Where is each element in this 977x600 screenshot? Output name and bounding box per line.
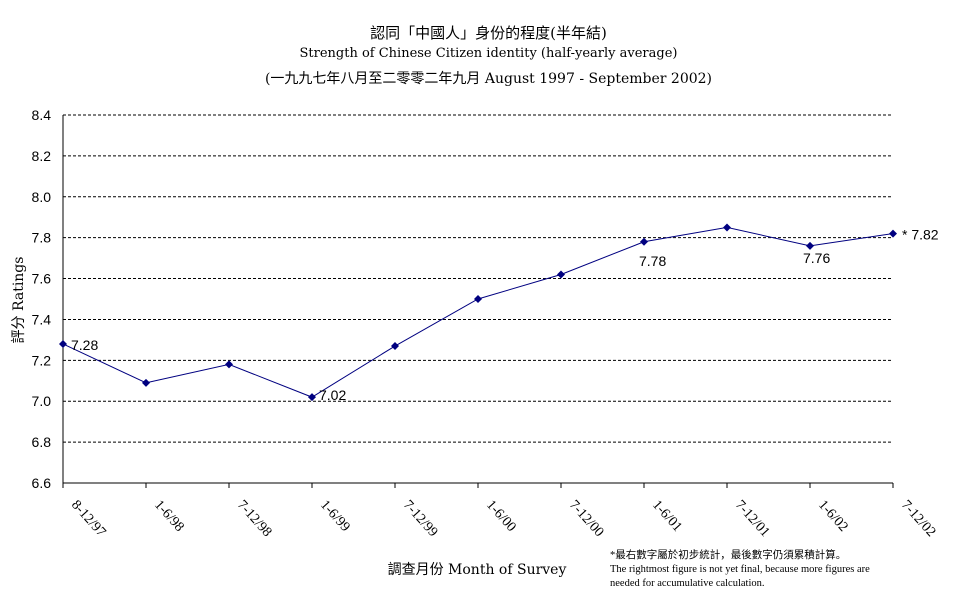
data-labels: 7.28 7.02 7.78 7.76 * 7.82 — [71, 227, 939, 404]
data-point — [308, 393, 316, 402]
data-point — [640, 237, 648, 246]
footnote-line: *最右數字屬於初步統計，最後數字仍須累積計算。 — [610, 550, 847, 561]
x-tick-label: 7-12/99 — [400, 498, 440, 540]
x-tick-label: 1-6/99 — [317, 498, 353, 535]
data-point — [723, 223, 731, 232]
y-tick-label: 6.6 — [32, 475, 52, 491]
x-tick-label: 1-6/00 — [483, 498, 519, 535]
footnote-line: The rightmost figure is not yet final, b… — [610, 564, 870, 575]
chart-period: (一九九七年八月至二零零二年九月 August 1997 - September… — [264, 71, 713, 87]
data-point — [889, 229, 897, 238]
data-label: * 7.82 — [902, 227, 939, 243]
data-point — [557, 270, 565, 279]
data-point — [474, 295, 482, 303]
data-label: 7.28 — [71, 337, 98, 353]
data-label: 7.78 — [639, 253, 666, 269]
data-point — [225, 360, 233, 369]
x-tick-label: 7-12/01 — [732, 498, 772, 540]
x-tick-label: 7-12/02 — [898, 498, 938, 540]
x-tick-label: 1-6/98 — [151, 498, 187, 535]
series-ratings — [59, 223, 897, 402]
y-tick-label: 7.8 — [32, 230, 52, 246]
y-tick-label: 7.4 — [32, 311, 52, 327]
y-axis-ticks: 6.6 6.8 7.0 7.2 7.4 7.6 7.8 8.0 8.2 8.4 — [32, 107, 52, 491]
data-point — [806, 241, 814, 250]
data-point — [142, 378, 150, 387]
y-tick-label: 6.8 — [32, 434, 52, 450]
y-axis-label: 評分 Ratings — [11, 257, 27, 344]
series-line — [62, 226, 894, 398]
data-label: 7.76 — [803, 250, 830, 266]
x-tick-label: 1-6/01 — [649, 498, 685, 535]
y-tick-label: 7.0 — [32, 393, 52, 409]
y-tick-label: 8.4 — [32, 107, 52, 123]
x-tick-label: 8-12/97 — [68, 498, 108, 540]
y-tick-label: 8.2 — [32, 148, 52, 164]
y-tick-label: 7.2 — [32, 352, 52, 368]
gridlines — [63, 114, 893, 443]
chart-subtitle: Strength of Chinese Citizen identity (ha… — [299, 46, 678, 61]
y-tick-label: 7.6 — [32, 271, 52, 287]
data-point — [59, 339, 67, 348]
footnote: *最右數字屬於初步統計，最後數字仍須累積計算。 The rightmost fi… — [610, 549, 970, 591]
x-tick-label: 7-12/98 — [234, 498, 274, 540]
x-tick-label: 7-12/00 — [566, 498, 606, 540]
y-tick-label: 8.0 — [32, 189, 52, 205]
chart-title: 認同「中國人」身份的程度(半年結) — [370, 24, 607, 42]
x-axis-label: 調查月份 Month of Survey — [388, 562, 567, 578]
x-tick-label: 1-6/02 — [815, 498, 851, 535]
footnote-line: needed for accumulative calculation. — [610, 578, 765, 589]
data-label: 7.02 — [319, 387, 346, 403]
x-axis-ticks: 8-12/97 1-6/98 7-12/98 1-6/99 7-12/99 1-6/00 7… — [62, 483, 938, 540]
data-point — [391, 342, 399, 351]
